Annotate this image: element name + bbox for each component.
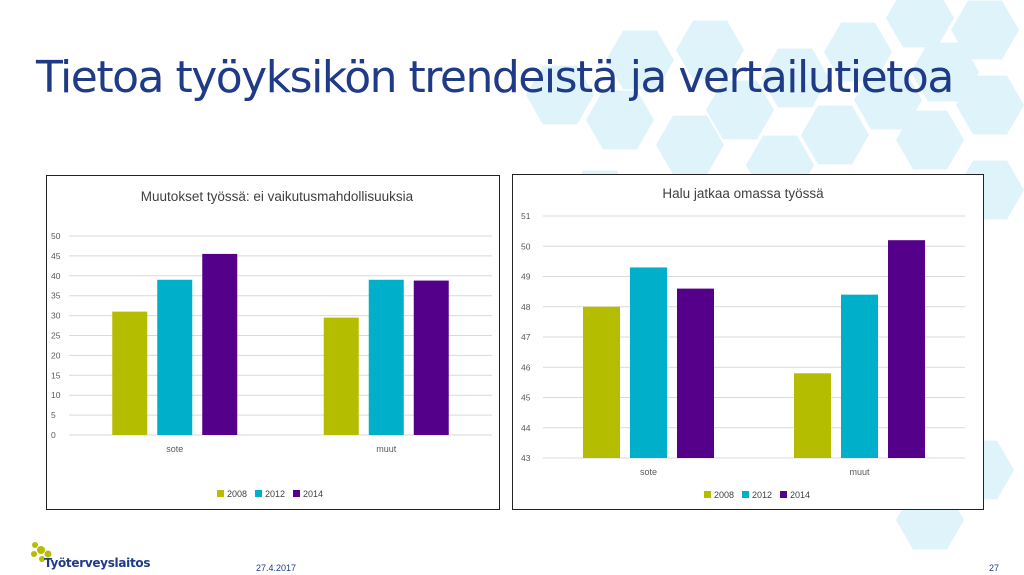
- hexagon-shape: [801, 105, 869, 165]
- legend-swatch: [293, 490, 300, 497]
- bar-sote-2014: [677, 288, 714, 458]
- slide-title: Tietoa työyksikön trendeistä ja vertailu…: [36, 52, 954, 103]
- legend-label: 2008: [227, 489, 247, 499]
- hexagon-shape: [656, 115, 724, 175]
- bar-sote-2014: [202, 253, 238, 435]
- bar-sote-2008: [583, 306, 620, 458]
- bar-sote-2012: [157, 279, 193, 435]
- logo-text: Työterveyslaitos: [44, 556, 151, 570]
- y-tick-label: 5: [51, 410, 56, 420]
- hexagon-shape: [824, 22, 892, 82]
- y-tick-label: 44: [521, 423, 531, 433]
- legend-swatch: [255, 490, 262, 497]
- y-tick-label: 25: [51, 331, 61, 341]
- legend-label: 2008: [714, 490, 734, 500]
- hexagon-shape: [706, 80, 774, 140]
- legend-label: 2014: [303, 489, 323, 499]
- hexagon-shape: [761, 48, 829, 108]
- company-logo: Työterveyslaitos: [26, 540, 166, 574]
- legend-label: 2012: [265, 489, 285, 499]
- legend-swatch: [742, 491, 749, 498]
- chart-title: Muutokset työssä: ei vaikutusmahdollisuu…: [141, 189, 414, 204]
- y-tick-label: 47: [521, 332, 531, 342]
- y-tick-label: 45: [51, 251, 61, 261]
- chart-title: Halu jatkaa omassa työssä: [662, 186, 824, 201]
- logo-mark-icon: [31, 542, 52, 562]
- y-tick-label: 20: [51, 350, 61, 360]
- hexagon-shape: [951, 0, 1019, 60]
- bar-muut-2014: [888, 240, 925, 458]
- slide-date: 27.4.2017: [256, 563, 297, 573]
- y-tick-label: 48: [521, 302, 531, 312]
- y-tick-label: 43: [521, 453, 531, 463]
- hexagon-shape: [956, 75, 1024, 135]
- hexagon-shape: [676, 20, 744, 80]
- hexagon-shape: [896, 110, 964, 170]
- chart-willingness-to-continue: Halu jatkaa omassa työssä 43 44 45 46 47 48 49 5…: [512, 174, 984, 510]
- legend-label: 2014: [790, 490, 810, 500]
- hexagon-shape: [886, 0, 954, 48]
- bar-muut-2008: [323, 317, 359, 435]
- y-tick-label: 49: [521, 272, 531, 282]
- legend-swatch: [704, 491, 711, 498]
- legend-swatch: [217, 490, 224, 497]
- y-tick-label: 51: [521, 211, 531, 221]
- bar-sote-2012: [630, 267, 667, 458]
- chart-workplace-changes: Muutokset työssä: ei vaikutusmahdollisuu…: [46, 175, 500, 510]
- hexagon-shape: [854, 70, 922, 130]
- y-tick-label: 15: [51, 370, 61, 380]
- legend-label: 2012: [752, 490, 772, 500]
- hexagon-shape: [911, 42, 979, 102]
- bar-muut-2012: [841, 294, 878, 458]
- y-tick-label: 40: [51, 271, 61, 281]
- y-tick-label: 35: [51, 291, 61, 301]
- y-tick-label: 46: [521, 362, 531, 372]
- y-tick-label: 30: [51, 311, 61, 321]
- hexagon-shape: [606, 30, 674, 90]
- x-category-label: muut: [849, 467, 870, 477]
- x-category-label: sote: [640, 467, 657, 477]
- chart-willingness-to-continue-plot: Halu jatkaa omassa työssä 43 44 45 46 47 48 49 5…: [521, 186, 965, 500]
- x-category-label: sote: [166, 444, 183, 454]
- y-tick-label: 50: [51, 231, 61, 241]
- y-tick-label: 45: [521, 393, 531, 403]
- legend-swatch: [780, 491, 787, 498]
- y-tick-label: 0: [51, 430, 56, 440]
- y-tick-label: 50: [521, 241, 531, 251]
- hexagon-shape: [526, 65, 594, 125]
- bar-muut-2012: [368, 279, 404, 435]
- chart-workplace-changes-plot: Muutokset työssä: ei vaikutusmahdollisuu…: [51, 189, 492, 499]
- bar-muut-2014: [413, 280, 449, 435]
- hexagon-shape: [586, 90, 654, 150]
- bar-muut-2008: [794, 373, 831, 458]
- x-category-label: muut: [376, 444, 397, 454]
- bar-sote-2008: [112, 311, 148, 435]
- page-number: 27: [989, 563, 1000, 573]
- y-tick-label: 10: [51, 390, 61, 400]
